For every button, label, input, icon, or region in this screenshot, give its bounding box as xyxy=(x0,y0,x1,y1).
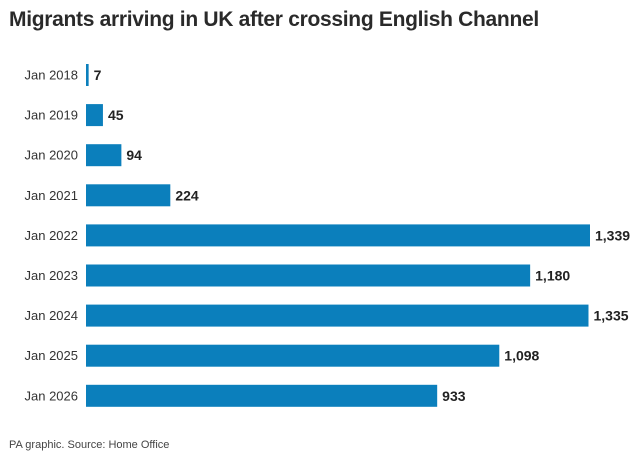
category-label: Jan 2025 xyxy=(25,348,79,363)
chart-title: Migrants arriving in UK after crossing E… xyxy=(9,8,539,31)
value-label: 1,335 xyxy=(593,308,628,324)
source-credit: PA graphic. Source: Home Office xyxy=(9,439,170,451)
value-label: 1,180 xyxy=(535,268,570,284)
value-label: 45 xyxy=(108,107,124,123)
value-label: 933 xyxy=(442,388,466,404)
value-label: 224 xyxy=(175,187,199,203)
category-label: Jan 2019 xyxy=(25,108,79,123)
bar xyxy=(86,344,500,367)
value-label: 7 xyxy=(94,67,102,83)
category-label: Jan 2024 xyxy=(25,308,79,323)
bar xyxy=(86,144,122,167)
bar xyxy=(86,224,590,247)
category-label: Jan 2020 xyxy=(25,148,79,163)
bar xyxy=(86,64,89,86)
category-label: Jan 2021 xyxy=(25,188,79,203)
bar xyxy=(86,304,589,327)
bar xyxy=(86,264,531,287)
category-label: Jan 2023 xyxy=(25,268,79,283)
category-label: Jan 2018 xyxy=(25,68,79,83)
category-label: Jan 2026 xyxy=(25,388,79,403)
category-label: Jan 2022 xyxy=(25,228,79,243)
value-label: 1,339 xyxy=(595,227,630,243)
bar xyxy=(86,384,438,407)
value-label: 94 xyxy=(126,147,142,163)
value-label: 1,098 xyxy=(504,348,539,364)
bar xyxy=(86,184,171,207)
bar xyxy=(86,104,103,127)
